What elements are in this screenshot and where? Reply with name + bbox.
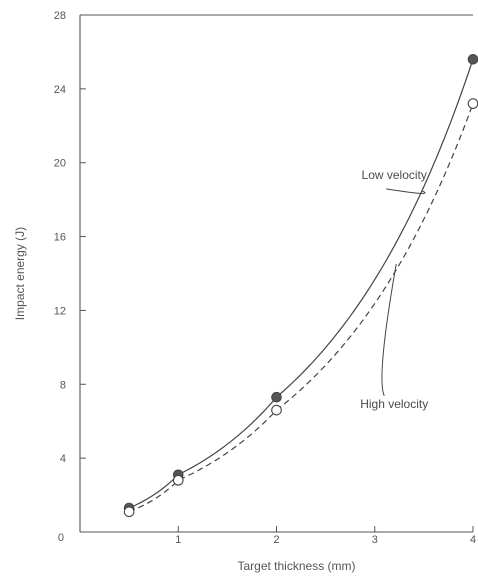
y-tick-label: 4: [60, 453, 66, 465]
high-velocity-point: [467, 98, 478, 109]
high-velocity-point: [172, 474, 184, 486]
high-velocity-leader: [381, 264, 397, 397]
y-tick-label: 12: [54, 305, 66, 317]
y-tick-label: 8: [60, 379, 66, 391]
x-axis-title: Target thickness (mm): [237, 559, 355, 573]
data-points: [123, 54, 478, 518]
low-velocity-leader: [386, 188, 426, 194]
high-velocity-curve: [128, 103, 474, 513]
y-tick-label: 0: [58, 532, 64, 544]
low-velocity-curve: [128, 59, 474, 509]
y-tick-label: 24: [54, 84, 66, 96]
x-tick-label: 2: [273, 534, 279, 546]
x-tick-label: 4: [470, 534, 476, 546]
annotation-labels: Low velocity High velocity: [360, 168, 428, 411]
high-velocity-point: [271, 404, 282, 416]
high-velocity-point: [123, 506, 135, 518]
axes: [79, 14, 473, 533]
y-tick-label: 20: [54, 158, 66, 170]
x-tick-label: 3: [372, 534, 378, 546]
y-axis-title: Impact energy (J): [13, 227, 27, 320]
x-tick-label: 1: [175, 534, 181, 546]
low-velocity-label: Low velocity: [362, 168, 427, 182]
fitted-curves: [128, 59, 474, 513]
low-velocity-point: [467, 54, 478, 65]
y-tick-label: 16: [54, 232, 66, 244]
high-velocity-label: High velocity: [360, 397, 428, 411]
y-tick-label: 28: [54, 10, 66, 22]
low-velocity-point: [271, 391, 282, 403]
